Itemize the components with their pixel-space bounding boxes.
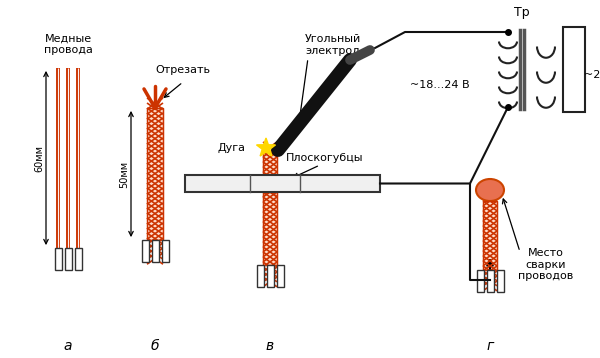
Bar: [263, 152, 277, 175]
Polygon shape: [256, 138, 275, 156]
Text: Место
сварки
проводов: Место сварки проводов: [518, 248, 573, 281]
Bar: [266, 265, 274, 287]
Text: Медные
провода: Медные провода: [44, 33, 92, 55]
Ellipse shape: [476, 179, 504, 201]
Text: ~220 В: ~220 В: [584, 70, 600, 80]
Bar: [483, 201, 497, 270]
Bar: [151, 240, 158, 262]
Text: Тр: Тр: [514, 6, 529, 19]
Bar: [55, 248, 62, 270]
Text: 60мм: 60мм: [34, 145, 44, 171]
Bar: [161, 240, 169, 262]
Bar: [147, 108, 163, 240]
Text: 50мм: 50мм: [119, 160, 129, 188]
Bar: [74, 248, 82, 270]
Bar: [263, 152, 277, 175]
Bar: [487, 270, 493, 292]
Polygon shape: [256, 138, 275, 156]
Text: Дуга: Дуга: [218, 143, 246, 153]
Bar: [142, 240, 149, 262]
Text: ~18...24 В: ~18...24 В: [410, 80, 470, 90]
Text: Плоскогубцы: Плоскогубцы: [286, 153, 364, 163]
Text: Угольный
электрод: Угольный электрод: [305, 34, 361, 56]
Text: б: б: [151, 339, 159, 353]
Bar: [185, 175, 380, 192]
Bar: [257, 265, 263, 287]
Bar: [263, 192, 277, 265]
Text: в: в: [266, 339, 274, 353]
Text: г: г: [487, 339, 494, 353]
Bar: [563, 27, 585, 112]
Bar: [497, 270, 503, 292]
Text: Отрезать: Отрезать: [155, 65, 211, 75]
Bar: [147, 108, 163, 240]
Bar: [476, 270, 484, 292]
Bar: [277, 265, 284, 287]
Bar: [263, 192, 277, 265]
Bar: [483, 201, 497, 270]
Text: а: а: [64, 339, 72, 353]
Bar: [65, 248, 71, 270]
